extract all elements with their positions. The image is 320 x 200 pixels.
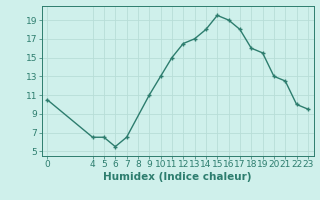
X-axis label: Humidex (Indice chaleur): Humidex (Indice chaleur) — [103, 172, 252, 182]
